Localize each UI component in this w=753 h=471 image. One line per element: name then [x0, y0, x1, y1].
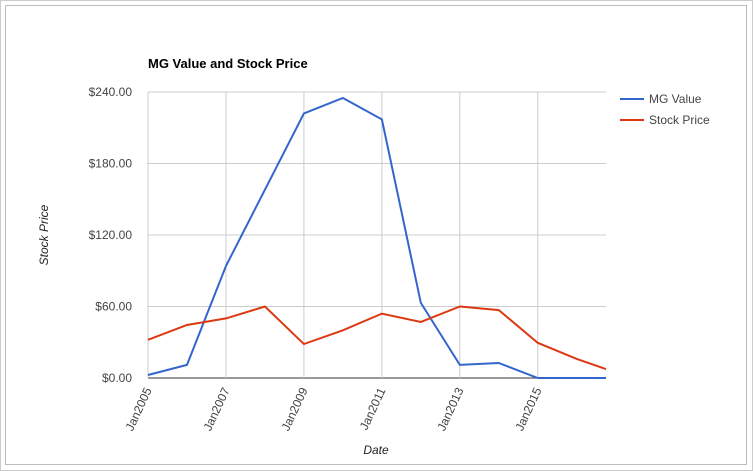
- legend-label: Stock Price: [649, 113, 710, 127]
- legend-label: MG Value: [649, 92, 702, 106]
- y-tick-label: $240.00: [89, 85, 133, 99]
- series-line: [147, 96, 606, 379]
- chart-title: MG Value and Stock Price: [148, 56, 308, 71]
- x-axis-title: Date: [363, 443, 389, 457]
- y-tick-label: $120.00: [89, 228, 133, 242]
- series-line: [147, 305, 607, 371]
- y-tick-label: $180.00: [89, 157, 133, 171]
- y-tick-label: $0.00: [102, 371, 132, 385]
- y-axis-title: Stock Price: [37, 204, 51, 265]
- y-tick-label: $60.00: [95, 300, 132, 314]
